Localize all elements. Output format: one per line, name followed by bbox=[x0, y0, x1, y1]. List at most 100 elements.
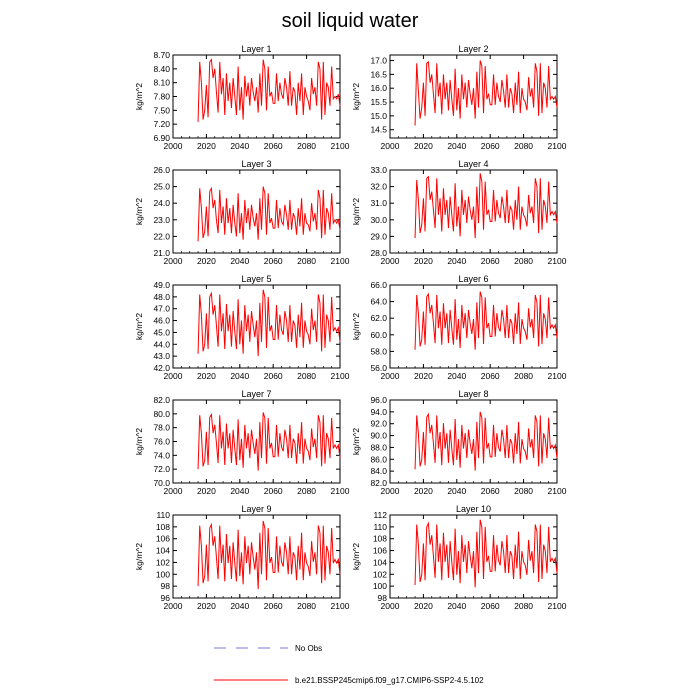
y-tick-label: 82.0 bbox=[370, 478, 387, 488]
y-tick-label: 43.0 bbox=[153, 351, 170, 361]
y-tick-label: 74.0 bbox=[153, 450, 170, 460]
x-tick-label: 2020 bbox=[414, 141, 433, 151]
x-tick-label: 2060 bbox=[264, 371, 283, 381]
y-tick-label: 96.0 bbox=[370, 395, 387, 405]
x-tick-label: 2020 bbox=[414, 486, 433, 496]
x-tick-label: 2040 bbox=[447, 601, 466, 611]
panel-layer-4: Layer 4 kg/m^2 2000 2020 2040 2060 2080 2100 28.… bbox=[351, 159, 567, 266]
y-axis-label: kg/m^2 bbox=[351, 428, 361, 455]
y-tick-label: 17.0 bbox=[370, 56, 387, 66]
x-tick-label: 2060 bbox=[481, 601, 500, 611]
x-tick-label: 2100 bbox=[331, 371, 350, 381]
y-tick-label: 112 bbox=[373, 510, 387, 520]
series-line bbox=[414, 411, 558, 471]
x-tick-label: 2000 bbox=[381, 141, 400, 151]
x-tick-label: 2000 bbox=[164, 371, 183, 381]
x-tick-label: 2000 bbox=[381, 371, 400, 381]
y-tick-label: 58.0 bbox=[370, 346, 387, 356]
x-tick-label: 2060 bbox=[481, 371, 500, 381]
y-tick-label: 8.70 bbox=[153, 50, 170, 60]
x-tick-label: 2080 bbox=[297, 371, 316, 381]
y-tick-label: 44.0 bbox=[153, 339, 170, 349]
x-tick-label: 2100 bbox=[331, 141, 350, 151]
y-tick-label: 98 bbox=[378, 593, 388, 603]
legend-label-model: b.e21.BSSP245cmip6.f09_g17.CMIP6-SSP2-4.… bbox=[295, 676, 484, 685]
x-tick-label: 2100 bbox=[548, 486, 567, 496]
y-tick-label: 21.0 bbox=[153, 248, 170, 258]
panel-title: Layer 5 bbox=[241, 274, 271, 284]
panel-layer-6: Layer 6 kg/m^2 2000 2020 2040 2060 2080 2100 56.… bbox=[351, 274, 567, 381]
y-tick-label: 104 bbox=[373, 557, 387, 567]
panel-title: Layer 4 bbox=[458, 159, 488, 169]
y-axis-label: kg/m^2 bbox=[351, 198, 361, 225]
y-axis-label: kg/m^2 bbox=[134, 543, 144, 570]
x-tick-label: 2020 bbox=[414, 371, 433, 381]
y-tick-label: 90.0 bbox=[370, 431, 387, 441]
panel-layer-10: Layer 10 kg/m^2 2000 2020 2040 2060 2080 2100 98… bbox=[351, 504, 567, 611]
panel-title: Layer 1 bbox=[241, 44, 271, 54]
y-tick-label: 108 bbox=[156, 522, 170, 532]
x-tick-label: 2100 bbox=[331, 256, 350, 266]
y-tick-label: 16.0 bbox=[370, 83, 387, 93]
panel-layer-8: Layer 8 kg/m^2 2000 2020 2040 2060 2080 2100 82.… bbox=[351, 389, 567, 496]
y-tick-label: 8.10 bbox=[153, 78, 170, 88]
y-tick-label: 96 bbox=[161, 593, 171, 603]
y-tick-label: 48.0 bbox=[153, 292, 170, 302]
y-tick-label: 106 bbox=[373, 546, 387, 556]
y-tick-label: 47.0 bbox=[153, 304, 170, 314]
plot-frame bbox=[172, 54, 341, 139]
y-tick-label: 72.0 bbox=[153, 464, 170, 474]
x-tick-label: 2020 bbox=[197, 256, 216, 266]
y-tick-label: 28.0 bbox=[370, 248, 387, 258]
y-tick-label: 14.5 bbox=[370, 125, 387, 135]
y-tick-label: 32.0 bbox=[370, 182, 387, 192]
y-tick-label: 7.80 bbox=[153, 92, 170, 102]
series-line bbox=[414, 173, 558, 239]
y-tick-label: 45.0 bbox=[153, 327, 170, 337]
panel-title: Layer 3 bbox=[241, 159, 271, 169]
y-tick-label: 6.90 bbox=[153, 133, 170, 143]
x-tick-label: 2080 bbox=[514, 371, 533, 381]
x-tick-label: 2080 bbox=[514, 256, 533, 266]
panel-title: Layer 7 bbox=[241, 389, 271, 399]
panel-layer-2: Layer 2 kg/m^2 2000 2020 2040 2060 2080 2100 14.… bbox=[351, 44, 567, 151]
x-tick-label: 2020 bbox=[197, 601, 216, 611]
y-tick-label: 80.0 bbox=[153, 409, 170, 419]
x-tick-label: 2000 bbox=[381, 256, 400, 266]
x-tick-label: 2000 bbox=[164, 601, 183, 611]
x-tick-label: 2060 bbox=[264, 141, 283, 151]
y-tick-label: 100 bbox=[156, 569, 170, 579]
legend: No Obs b.e21.BSSP245cmip6.f09_g17.CMIP6-… bbox=[214, 644, 484, 685]
y-axis-label: kg/m^2 bbox=[351, 313, 361, 340]
y-tick-label: 31.0 bbox=[370, 198, 387, 208]
y-tick-label: 76.0 bbox=[153, 437, 170, 447]
y-tick-label: 15.5 bbox=[370, 97, 387, 107]
y-tick-label: 104 bbox=[156, 546, 170, 556]
y-axis-label: kg/m^2 bbox=[134, 313, 144, 340]
y-tick-label: 16.5 bbox=[370, 69, 387, 79]
x-tick-label: 2040 bbox=[230, 371, 249, 381]
panel-layer-7: Layer 7 kg/m^2 2000 2020 2040 2060 2080 2100 70.… bbox=[134, 389, 350, 496]
x-tick-label: 2000 bbox=[381, 486, 400, 496]
y-tick-label: 108 bbox=[373, 534, 387, 544]
y-tick-label: 56.0 bbox=[370, 363, 387, 373]
y-tick-label: 15.0 bbox=[370, 111, 387, 121]
y-axis-label: kg/m^2 bbox=[134, 83, 144, 110]
panels-group: Layer 1 kg/m^2 2000 2020 2040 2060 2080 2100 6.9… bbox=[134, 44, 567, 611]
panel-title: Layer 8 bbox=[458, 389, 488, 399]
y-axis-label: kg/m^2 bbox=[351, 83, 361, 110]
chart-title: soil liquid water bbox=[282, 10, 419, 32]
x-tick-label: 2020 bbox=[197, 371, 216, 381]
y-tick-label: 70.0 bbox=[153, 478, 170, 488]
panel-layer-3: Layer 3 kg/m^2 2000 2020 2040 2060 2080 2100 21.… bbox=[134, 159, 350, 266]
panel-title: Layer 10 bbox=[456, 504, 491, 514]
x-tick-label: 2000 bbox=[164, 486, 183, 496]
y-tick-label: 78.0 bbox=[153, 423, 170, 433]
x-tick-label: 2000 bbox=[381, 601, 400, 611]
panel-layer-9: Layer 9 kg/m^2 2000 2020 2040 2060 2080 2100 96 9… bbox=[134, 504, 350, 611]
y-tick-label: 46.0 bbox=[153, 316, 170, 326]
y-tick-label: 64.0 bbox=[370, 297, 387, 307]
y-tick-label: 60.0 bbox=[370, 330, 387, 340]
y-tick-label: 94.0 bbox=[370, 407, 387, 417]
x-tick-label: 2020 bbox=[414, 601, 433, 611]
